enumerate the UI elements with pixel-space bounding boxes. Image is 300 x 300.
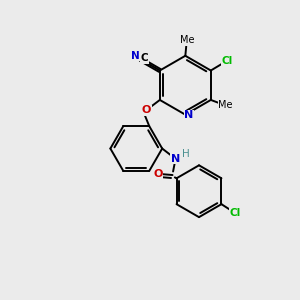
Text: Me: Me: [180, 35, 194, 46]
Text: Me: Me: [218, 100, 233, 110]
Text: N: N: [131, 51, 140, 61]
Text: Cl: Cl: [229, 208, 240, 218]
Text: C: C: [140, 53, 148, 63]
Text: N: N: [171, 154, 180, 164]
Text: O: O: [153, 169, 163, 178]
Text: H: H: [182, 149, 190, 159]
Text: Cl: Cl: [221, 56, 233, 66]
Text: N: N: [184, 110, 194, 120]
Text: O: O: [142, 105, 151, 115]
